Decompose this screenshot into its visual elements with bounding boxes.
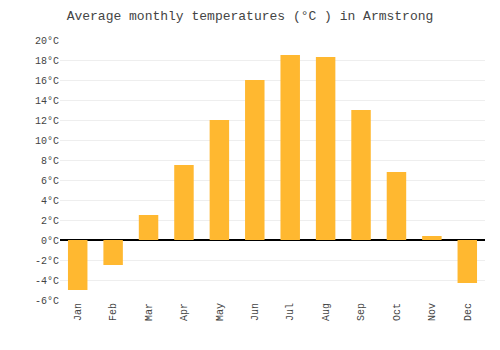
svg-text:Jun: Jun — [250, 303, 261, 321]
svg-text:Nov: Nov — [427, 303, 438, 321]
svg-text:0°C: 0°C — [41, 236, 59, 247]
svg-text:Dec: Dec — [463, 303, 474, 321]
svg-text:18°C: 18°C — [35, 56, 59, 67]
svg-text:Jan: Jan — [73, 303, 84, 321]
svg-text:12°C: 12°C — [35, 116, 59, 127]
svg-text:Average monthly temperatures (: Average monthly temperatures (°C ) in Ar… — [67, 9, 434, 24]
svg-text:8°C: 8°C — [41, 156, 59, 167]
svg-text:-4°C: -4°C — [35, 276, 59, 287]
svg-text:-2°C: -2°C — [35, 256, 59, 267]
svg-text:-6°C: -6°C — [35, 296, 59, 307]
svg-text:May: May — [215, 303, 226, 321]
svg-text:2°C: 2°C — [41, 216, 59, 227]
svg-text:Jul: Jul — [285, 303, 296, 321]
svg-text:4°C: 4°C — [41, 196, 59, 207]
svg-text:Sep: Sep — [356, 303, 367, 321]
svg-text:Oct: Oct — [392, 303, 403, 321]
svg-text:14°C: 14°C — [35, 96, 59, 107]
svg-text:Aug: Aug — [321, 303, 332, 321]
svg-text:16°C: 16°C — [35, 76, 59, 87]
svg-text:6°C: 6°C — [41, 176, 59, 187]
svg-text:Feb: Feb — [108, 303, 119, 321]
svg-text:10°C: 10°C — [35, 136, 59, 147]
svg-text:20°C: 20°C — [35, 36, 59, 47]
svg-text:Apr: Apr — [179, 303, 190, 321]
svg-text:Mar: Mar — [144, 303, 155, 321]
